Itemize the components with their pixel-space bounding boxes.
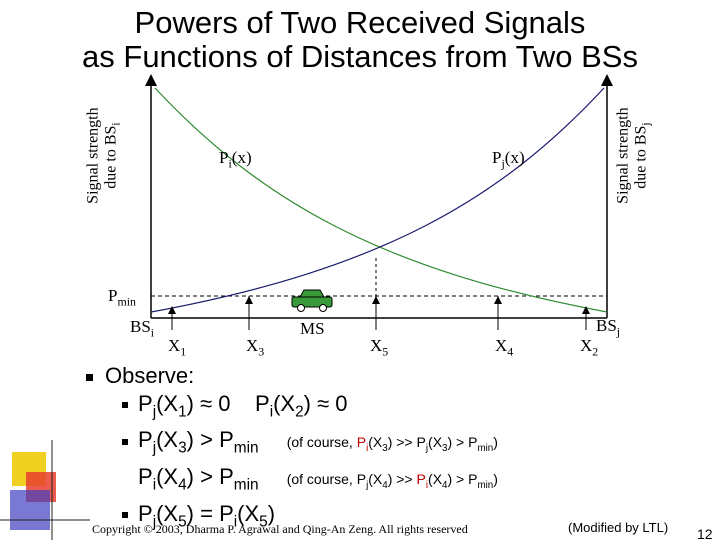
label-bsj: BSj: [596, 316, 621, 339]
deco-square-blue: [10, 490, 50, 530]
list-item: Pj(X1) ≈ 0 Pi(X2) ≈ 0: [86, 390, 498, 426]
label-x5: X5: [370, 336, 389, 359]
slide-title: Powers of Two Received Signals as Functi…: [0, 6, 720, 74]
label-pmin: Pmin: [108, 286, 136, 309]
observations-list: Observe: Pj(X1) ≈ 0 Pi(X2) ≈ 0 Pj(X3) > …: [86, 362, 498, 536]
list-item: Observe:: [86, 362, 498, 390]
car-icon: [291, 289, 333, 312]
label-pj: Pj(x): [492, 148, 525, 171]
title-line-1: Powers of Two Received Signals: [134, 5, 586, 40]
title-line-2: as Functions of Distances from Two BSs: [82, 39, 638, 74]
copyright-footer: Copyright © 2003, Dharma P. Agrawal and …: [92, 522, 468, 536]
label-bsi: BSi: [130, 317, 155, 340]
list-item: Pi(X4) > Pmin (of course, Pj(X4) >> Pi(X…: [138, 464, 498, 494]
label-x1: X1: [168, 336, 187, 359]
page-number: 12: [697, 526, 713, 542]
curve-pi: [154, 87, 608, 313]
label-pi: Pi(x): [219, 148, 252, 171]
bullet-icon: [122, 402, 128, 409]
note-x3: (of course, Pi(X3) >> Pj(X3) > Pmin): [286, 434, 498, 455]
bullet-icon: [86, 373, 93, 381]
curve-pj: [150, 87, 605, 313]
label-ms: MS: [300, 319, 325, 338]
label-x2: X2: [580, 336, 599, 359]
bullet-icon: [122, 438, 128, 445]
modified-note: (Modified by LTL): [568, 520, 669, 535]
list-item: Pj(X3) > Pmin (of course, Pi(X3) >> Pj(X…: [86, 426, 498, 463]
label-x3: X3: [246, 336, 265, 359]
note-x4: (of course, Pj(X4) >> Pi(X4) > Pmin): [286, 471, 498, 491]
list-item: Pj(X5) = Pi(X5): [86, 500, 498, 536]
bullet-icon: [122, 512, 128, 519]
label-x4: X4: [495, 336, 514, 359]
